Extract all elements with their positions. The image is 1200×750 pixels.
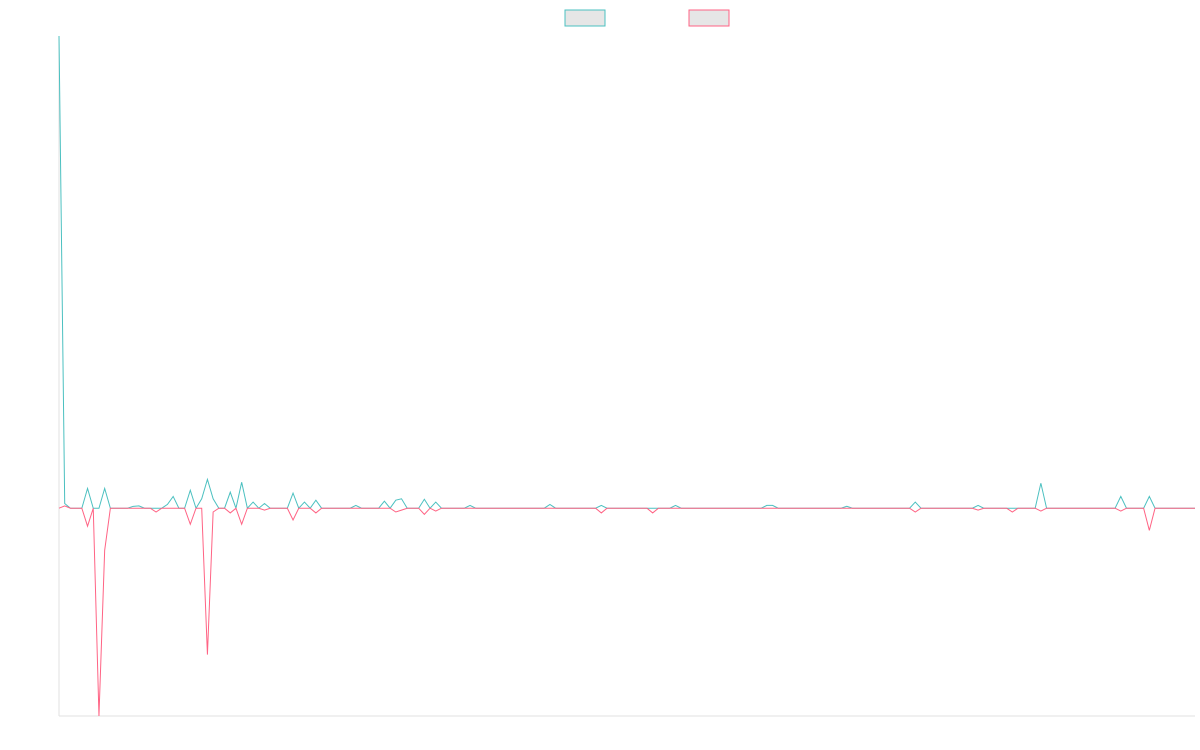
legend-swatch [688, 9, 730, 27]
series-line [58, 505, 1195, 717]
series-line [58, 35, 1195, 511]
legend-swatch [564, 9, 606, 27]
